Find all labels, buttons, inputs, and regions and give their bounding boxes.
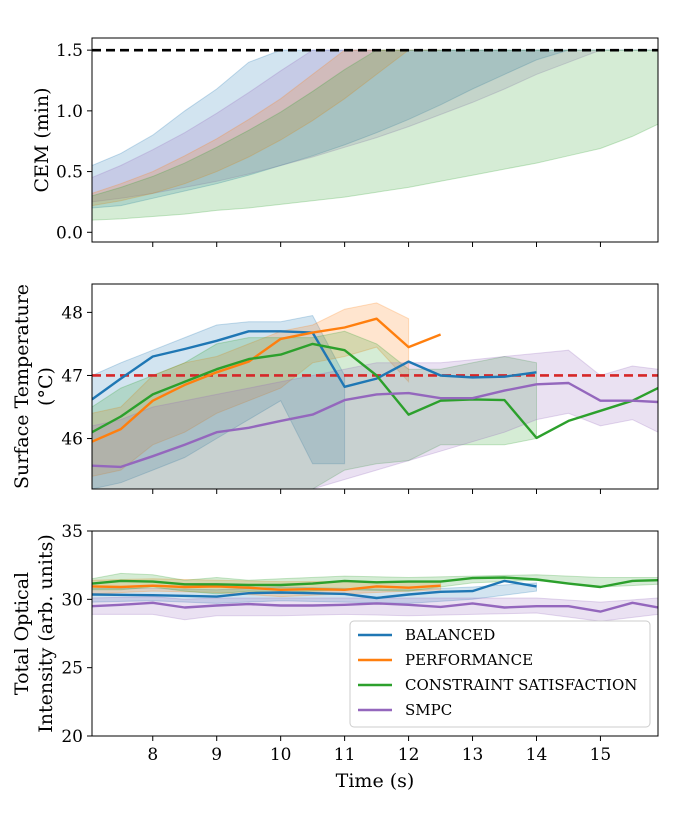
series-line-performance xyxy=(92,317,442,443)
plot-area xyxy=(92,302,658,489)
x-tick-label: 9 xyxy=(211,745,222,765)
uncertainty-band-4 xyxy=(92,596,658,622)
y-tick-label: 0.0 xyxy=(56,223,83,243)
legend-label: PERFORMANCE xyxy=(405,651,533,669)
y-axis-label: CEM (min) xyxy=(31,87,53,192)
y-tick-label: 20 xyxy=(61,727,83,747)
legend-box xyxy=(349,620,651,728)
x-tick-label: 11 xyxy=(334,745,356,765)
series-line-balanced xyxy=(92,579,537,600)
uncertainty-band-1 xyxy=(92,314,346,489)
x-tick-label: 8 xyxy=(147,745,158,765)
axes-frame xyxy=(91,37,659,243)
legend-label: SMPC xyxy=(405,701,452,719)
series-line-smpc xyxy=(92,381,658,469)
x-tick-label: 15 xyxy=(590,745,612,765)
y-tick-label: 48 xyxy=(61,303,83,323)
x-tick-label: 10 xyxy=(270,745,292,765)
series-line-constraint-satisfaction xyxy=(92,576,658,589)
x-tick-label: 13 xyxy=(462,745,484,765)
panel-1: 0.0 0.5 1.0 1.5 CEM (min) xyxy=(31,37,659,247)
y-axis-label: Surface Temperature (°C) xyxy=(11,284,57,489)
axes-frame xyxy=(91,283,659,490)
y-tick-label: 25 xyxy=(61,659,83,679)
axes-frame xyxy=(91,530,659,737)
legend: BALANCED PERFORMANCE CONSTRAINT SATISFACTI… xyxy=(349,620,651,728)
legend-label: CONSTRAINT SATISFACTION xyxy=(405,676,637,694)
y-tick-label: 35 xyxy=(61,522,83,542)
x-tick-label: 12 xyxy=(398,745,420,765)
y-axis-label: Total Optical Intensity (arb. units) xyxy=(11,534,57,733)
y-tick-label: 47 xyxy=(61,366,83,386)
y-tick-label: 1.5 xyxy=(56,41,83,61)
series-line-performance xyxy=(92,584,441,591)
series-line-constraint-satisfaction xyxy=(92,342,658,440)
y-tick-label: 46 xyxy=(61,430,83,450)
uncertainty-band-4 xyxy=(92,349,658,489)
y-tick-label: 30 xyxy=(61,590,83,610)
uncertainty-band-3 xyxy=(92,49,441,207)
plot-area xyxy=(92,48,658,221)
x-tick-label: 14 xyxy=(526,745,548,765)
uncertainty-band-4 xyxy=(92,49,658,221)
plot-area xyxy=(92,572,658,622)
series-line-smpc xyxy=(92,601,658,613)
x-axis-label: Time (s) xyxy=(336,770,415,792)
y-tick-label: 0.5 xyxy=(56,163,83,183)
legend-label: BALANCED xyxy=(405,626,495,644)
y-tick-label: 1.0 xyxy=(56,102,83,122)
